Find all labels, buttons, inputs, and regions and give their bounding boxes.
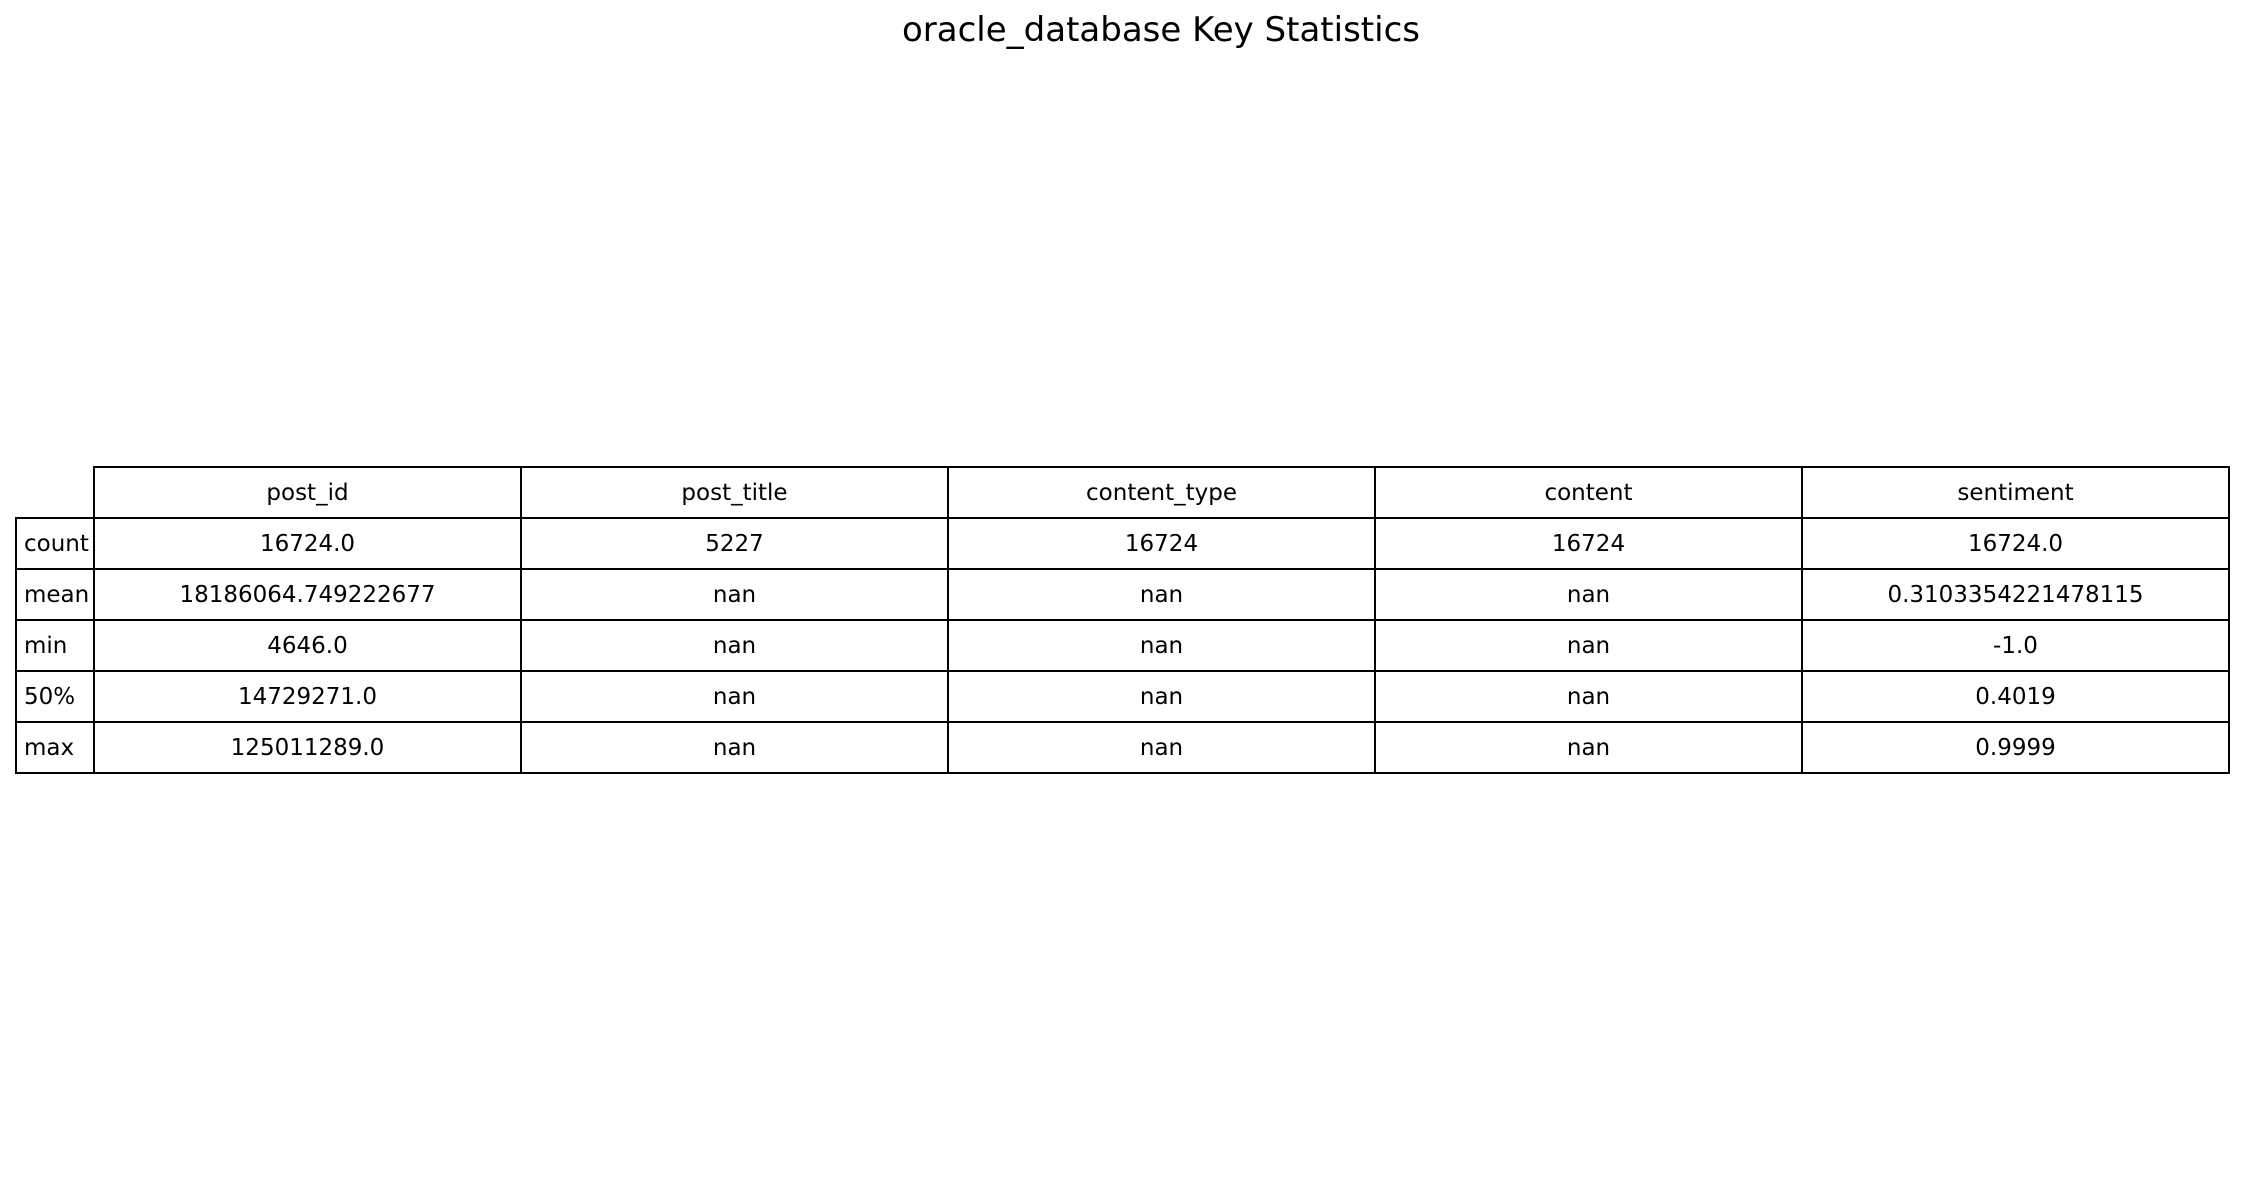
column-header: sentiment: [1801, 466, 2230, 519]
table-cell: nan: [520, 568, 949, 621]
table-cell: nan: [947, 619, 1376, 672]
table-cell: -1.0: [1801, 619, 2230, 672]
table-cell: nan: [947, 568, 1376, 621]
column-header: post_title: [520, 466, 949, 519]
table-cell: 16724.0: [93, 517, 522, 570]
table-cell: 16724: [1374, 517, 1803, 570]
table-cell: 14729271.0: [93, 670, 522, 723]
table-cell: nan: [1374, 670, 1803, 723]
row-label: min: [15, 619, 95, 672]
row-label: 50%: [15, 670, 95, 723]
column-header: post_id: [93, 466, 522, 519]
chart-title: oracle_database Key Statistics: [902, 10, 1420, 50]
table-cell: nan: [947, 670, 1376, 723]
table-cell: nan: [1374, 619, 1803, 672]
column-header: content: [1374, 466, 1803, 519]
table-corner-cell: [16, 467, 94, 518]
row-label: count: [15, 517, 95, 570]
table-row: mean 18186064.749222677 nan nan nan 0.31…: [15, 568, 2230, 621]
table-row: count 16724.0 5227 16724 16724 16724.0: [15, 517, 2230, 570]
table-header-row: post_id post_title content_type content …: [16, 466, 2230, 519]
table-row: 50% 14729271.0 nan nan nan 0.4019: [15, 670, 2230, 723]
table-row: max 125011289.0 nan nan nan 0.9999: [15, 721, 2230, 774]
table-cell: nan: [520, 670, 949, 723]
statistics-table: post_id post_title content_type content …: [15, 466, 2230, 774]
row-label: mean: [15, 568, 95, 621]
table-cell: 4646.0: [93, 619, 522, 672]
table-cell: 16724: [947, 517, 1376, 570]
table-cell: 0.3103354221478115: [1801, 568, 2230, 621]
table-cell: nan: [1374, 721, 1803, 774]
row-label: max: [15, 721, 95, 774]
table-cell: 0.4019: [1801, 670, 2230, 723]
table-cell: 125011289.0: [93, 721, 522, 774]
table-cell: 0.9999: [1801, 721, 2230, 774]
table-cell: nan: [1374, 568, 1803, 621]
table-cell: 16724.0: [1801, 517, 2230, 570]
table-cell: 5227: [520, 517, 949, 570]
table-cell: nan: [520, 619, 949, 672]
column-header: content_type: [947, 466, 1376, 519]
table-cell: nan: [947, 721, 1376, 774]
table-cell: 18186064.749222677: [93, 568, 522, 621]
table-cell: nan: [520, 721, 949, 774]
table-row: min 4646.0 nan nan nan -1.0: [15, 619, 2230, 672]
